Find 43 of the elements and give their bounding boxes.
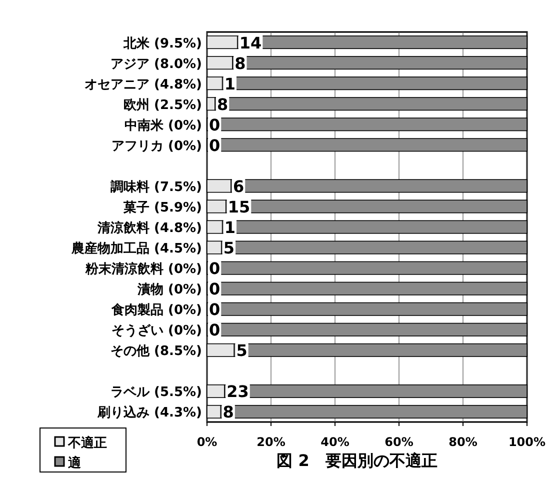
annotation: 0 [209,300,220,320]
y-tick-label: 菓子 (5.9%) [122,199,202,216]
annotation: 1 [224,74,236,94]
y-tick-label: 欧州 (2.5%) [124,98,202,113]
legend-label: 不適正 [67,435,107,451]
annotation: 0 [209,115,220,134]
y-tick-label: 粉末清涼飲料 (0%) [84,261,202,278]
y-tick-label: そうざい (0%) [112,324,202,339]
annotation: 5 [236,341,248,360]
x-tick-label: 60% [384,435,414,449]
y-tick-label: 中南米 (0%) [124,118,202,134]
y-tick-label: 清涼飲料 (4.8%) [96,220,202,236]
y-tick-label: 調味料 (7.5%) [110,178,202,195]
annotation: 15 [228,197,250,216]
y-tick-label: 食肉製品 (0%) [110,303,202,318]
y-tick-label: 漬物 (0%) [136,282,202,298]
y-tick-label: アジア (8.0%) [110,56,202,72]
annotation: 8 [222,402,234,422]
y-tick-label: 北米 (9.5%) [122,36,202,52]
annotation: 0 [209,259,220,278]
annotation: 0 [209,280,220,299]
x-tick-label: 80% [448,435,478,449]
annotation: 8 [217,94,228,114]
annotation: 0 [209,320,220,340]
annotation: 8 [234,54,246,73]
y-tick-label: 農産物加工品 (4.5%) [70,240,202,257]
annotation: 14 [239,33,262,52]
annotation: 0 [209,136,220,155]
annotation: 5 [223,238,235,258]
annotation: 6 [233,176,244,196]
x-tick-label: 40% [320,435,350,449]
annotation: 1 [224,218,236,237]
annotation: 23 [226,382,249,402]
x-tick-label: 0% [196,435,218,449]
y-tick-label: オセアニア (4.8%) [84,77,202,92]
x-tick-label: 20% [256,435,286,449]
y-tick-label: 刷り込み (4.3%) [96,404,202,421]
y-tick-label: その他 (8.5%) [110,344,202,360]
y-tick-label: アフリカ (0%) [112,138,202,154]
legend-label: 適 [67,455,82,471]
y-tick-label: ラベル (5.5%) [110,385,202,400]
x-tick-label: 100% [508,435,546,449]
text: 図 2 要因別の不適正 [276,451,438,470]
